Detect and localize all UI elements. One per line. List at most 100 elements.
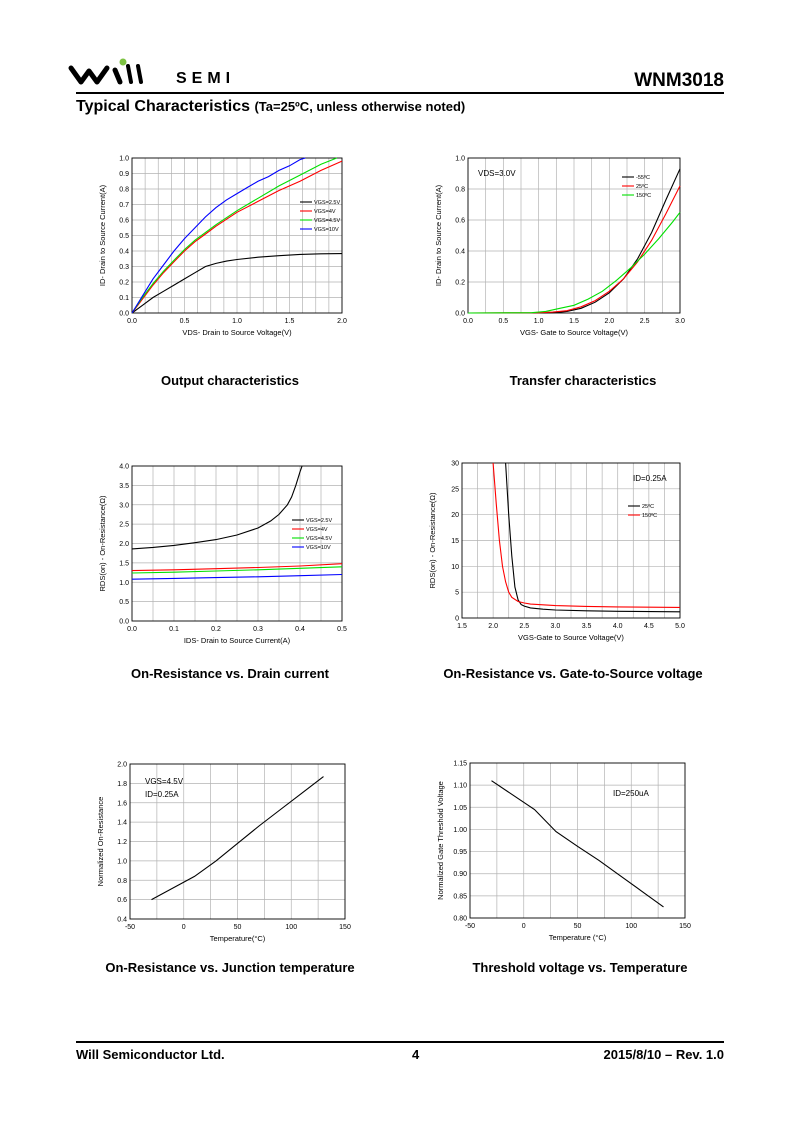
x-tick-label: 2.0 xyxy=(337,318,347,325)
y-tick-label: 1.8 xyxy=(117,781,127,788)
y-tick-label: 0.5 xyxy=(119,233,129,240)
legend-label: VGS=2.5V xyxy=(314,200,340,206)
y-tick-label: 1.05 xyxy=(453,805,467,812)
y-tick-label: 0.2 xyxy=(119,280,129,287)
y-tick-label: 0.6 xyxy=(117,897,127,904)
chart-annotation: VDS=3.0V xyxy=(478,169,516,178)
series-line-2 xyxy=(131,566,343,574)
legend-label: VGS=4.5V xyxy=(314,218,340,224)
legend-label: VGS=2.5V xyxy=(306,518,332,524)
series-line-2 xyxy=(131,157,338,314)
legend-label: 25ºC xyxy=(642,503,654,510)
y-tick-label: 30 xyxy=(451,461,459,468)
y-tick-label: 0.7 xyxy=(119,202,129,209)
x-tick-label: 4.0 xyxy=(613,623,623,630)
plot-frame xyxy=(129,763,346,920)
x-tick-label: 100 xyxy=(625,923,637,930)
y-tick-label: 1.0 xyxy=(119,580,129,587)
y-tick-label: 0.2 xyxy=(455,280,465,287)
legend-label: 150ºC xyxy=(636,192,651,199)
caption-vth-temp: Threshold voltage vs. Temperature xyxy=(472,960,688,975)
chart-output-characteristics: 0.0 0.5 1.0 1.5 2.0 0.0 0.1 0.2 0.3 0.4 0.5 0.6 0.7 0… xyxy=(98,156,347,338)
legend-label: -55ºC xyxy=(636,174,650,181)
chart-transfer-characteristics: 0.0 0.5 1.0 1.5 2.0 2.5 3.0 0.0 0.2 0.4 0.6 0.8 1.0 V… xyxy=(434,156,685,338)
x-tick-label: 150 xyxy=(679,923,691,930)
x-tick-label: 0.2 xyxy=(211,626,221,633)
caption-output: Output characteristics xyxy=(161,373,299,388)
x-axis-label: VDS- Drain to Source Voltage(V) xyxy=(182,328,292,337)
y-tick-label: 2.0 xyxy=(119,541,129,548)
y-tick-label: 1.6 xyxy=(117,800,127,807)
y-tick-label: 0.8 xyxy=(119,187,129,194)
y-tick-label: 0.0 xyxy=(119,311,129,318)
y-tick-label: 0.1 xyxy=(119,295,129,302)
footer-rule xyxy=(76,1041,724,1043)
x-tick-label: 3.5 xyxy=(582,623,592,630)
legend-label: VGS=10V xyxy=(306,545,331,551)
x-tick-label: 0.0 xyxy=(463,318,473,325)
y-tick-label: 5 xyxy=(455,590,459,597)
x-tick-label: 2.5 xyxy=(519,623,529,630)
chart-annotation: VGS=4.5V xyxy=(145,777,184,786)
x-tick-label: -50 xyxy=(125,924,135,931)
will-semi-logo: SEMI xyxy=(68,58,230,87)
series-line-0 xyxy=(151,776,324,901)
footer-company: Will Semiconductor Ltd. xyxy=(76,1047,225,1062)
y-tick-label: 20 xyxy=(451,512,459,519)
caption-ron-vgs: On-Resistance vs. Gate-to-Source voltage xyxy=(443,666,703,681)
x-tick-label: 5.0 xyxy=(675,623,685,630)
x-tick-label: 150 xyxy=(339,924,351,931)
plot-frame xyxy=(461,462,681,619)
y-tick-label: 0.0 xyxy=(455,311,465,318)
legend-label: VGS=4V xyxy=(314,209,336,215)
y-tick-label: 0.4 xyxy=(117,917,127,924)
legend-label: VGS=10V xyxy=(314,227,339,233)
legend-label: VGS=4.5V xyxy=(306,536,332,542)
series-line-2 xyxy=(467,211,681,314)
caption-ron-id: On-Resistance vs. Drain current xyxy=(131,666,329,681)
plot-frame xyxy=(131,465,343,622)
x-tick-label: 2.0 xyxy=(488,623,498,630)
x-tick-label: 1.0 xyxy=(534,318,544,325)
section-title: Typical Characteristics (Ta=25ºC, unless… xyxy=(76,98,465,116)
x-tick-label: 0.5 xyxy=(337,626,347,633)
y-tick-label: 0.8 xyxy=(117,878,127,885)
series-line-0 xyxy=(131,465,303,550)
x-tick-label: 0.5 xyxy=(180,318,190,325)
section-condition: (Ta=25ºC, unless otherwise noted) xyxy=(254,99,466,114)
y-tick-label: 0.3 xyxy=(119,264,129,271)
x-tick-label: 0.0 xyxy=(127,318,137,325)
y-tick-label: 1.0 xyxy=(119,156,129,163)
chart-on-resistance-vs-gate-voltage: 1.5 2.0 2.5 3.0 3.5 4.0 4.5 5.0 0 5 10 15 20 25 30 VGS-… xyxy=(428,461,685,643)
series-line-0 xyxy=(131,253,343,314)
y-axis-label: ID- Drain to Source Current(A) xyxy=(98,184,107,286)
header-rule xyxy=(76,92,724,94)
y-tick-label: 2.5 xyxy=(119,522,129,529)
x-tick-label: -50 xyxy=(465,923,475,930)
x-tick-label: 1.5 xyxy=(569,318,579,325)
part-number: WNM3018 xyxy=(634,70,724,91)
footer-page-number: 4 xyxy=(412,1047,420,1062)
x-tick-label: 0.4 xyxy=(295,626,305,633)
y-tick-label: 0.8 xyxy=(455,187,465,194)
chart-threshold-vs-temperature: -50 0 50 100 150 0.80 0.85 0.90 0.95 1.00 1.05 1.10… xyxy=(436,761,691,943)
chart-on-resistance-vs-drain-current: 0.0 0.1 0.2 0.3 0.4 0.5 0.0 0.5 1.0 1.5 2.0 2.5 3.0 3… xyxy=(98,464,347,646)
y-tick-label: 1.0 xyxy=(455,156,465,163)
series-line-1 xyxy=(131,160,343,314)
y-tick-label: 2.0 xyxy=(117,762,127,769)
x-tick-label: 50 xyxy=(234,924,242,931)
x-tick-label: 100 xyxy=(285,924,297,931)
x-tick-label: 2.5 xyxy=(640,318,650,325)
plot-frame xyxy=(467,157,681,314)
x-tick-label: 1.5 xyxy=(457,623,467,630)
chart-annotation: ID=0.25A xyxy=(633,474,667,483)
x-tick-label: 4.5 xyxy=(644,623,654,630)
y-tick-label: 10 xyxy=(451,564,459,571)
x-axis-label: Temperature (°C) xyxy=(549,933,607,942)
series-line-1 xyxy=(467,185,681,314)
y-tick-label: 0.90 xyxy=(453,871,467,878)
y-tick-label: 1.00 xyxy=(453,827,467,834)
y-tick-label: 0.4 xyxy=(455,249,465,256)
series-line-1 xyxy=(131,563,343,572)
y-axis-label: RDS(on) - On-Resistance(Ω) xyxy=(98,495,107,592)
